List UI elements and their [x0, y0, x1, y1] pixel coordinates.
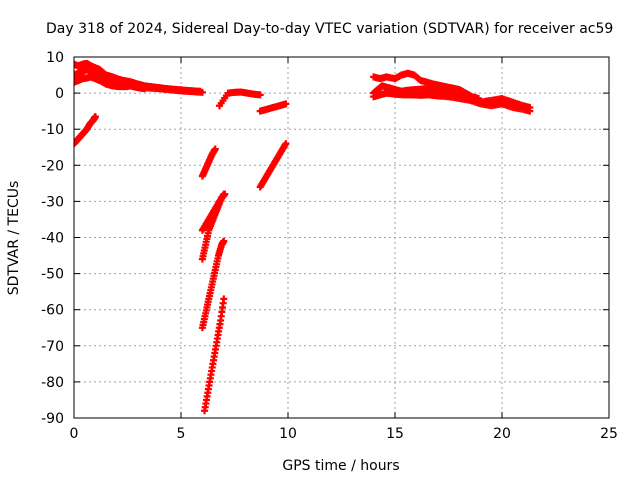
y-axis-label: SDTVAR / TECUs: [6, 181, 22, 296]
chart-title: Day 318 of 2024, Sidereal Day-to-day VTE…: [46, 21, 613, 37]
data-point: [211, 145, 219, 153]
series-drop-c: [198, 190, 229, 263]
data-point: [91, 113, 99, 121]
y-tick-label: -90: [41, 411, 64, 427]
x-tick-label: 20: [493, 426, 511, 442]
y-tick-label: -20: [41, 158, 64, 174]
data-point: [141, 85, 149, 93]
x-axis-label: GPS time / hours: [282, 458, 399, 474]
data-point: [221, 190, 229, 198]
data-layer: [74, 59, 534, 415]
series-arc-neg14: [74, 113, 99, 148]
series-drop-a: [198, 145, 219, 180]
series-arc-early-low: [74, 73, 149, 93]
data-point: [526, 107, 534, 115]
series-arc-mid-9h: [256, 100, 290, 115]
x-tick-label: 25: [600, 426, 618, 442]
series-arc-late-low: [370, 89, 534, 115]
y-tick-label: -50: [41, 267, 64, 283]
y-tick-label: -40: [41, 231, 64, 247]
y-tick-label: -30: [41, 194, 64, 210]
y-tick-label: -80: [41, 375, 64, 391]
data-point: [256, 91, 264, 99]
x-tick-label: 5: [177, 426, 186, 442]
y-tick-label: -60: [41, 303, 64, 319]
data-point: [220, 237, 228, 245]
y-tick-label: -10: [41, 122, 64, 138]
x-tick-label: 10: [279, 426, 297, 442]
x-tick-label: 0: [70, 426, 79, 442]
series-drop-e: [201, 295, 228, 415]
x-tick-label: 15: [386, 426, 404, 442]
series-drop-d: [198, 237, 228, 332]
grid-layer: [74, 57, 609, 418]
y-tick-label: 10: [46, 50, 64, 66]
data-point: [198, 88, 206, 96]
data-point: [220, 295, 228, 303]
data-point: [282, 100, 290, 108]
series-arc-mid-7h: [216, 88, 264, 110]
axis-layer: 0 5 10 15 20 25 10 0 -10 -20 -30 -40 -50 -60 -70 -80 -90: [41, 50, 618, 442]
data-point: [282, 140, 290, 148]
series-drop-f: [256, 140, 290, 191]
y-tick-label: -70: [41, 339, 64, 355]
y-tick-label: 0: [55, 86, 64, 102]
